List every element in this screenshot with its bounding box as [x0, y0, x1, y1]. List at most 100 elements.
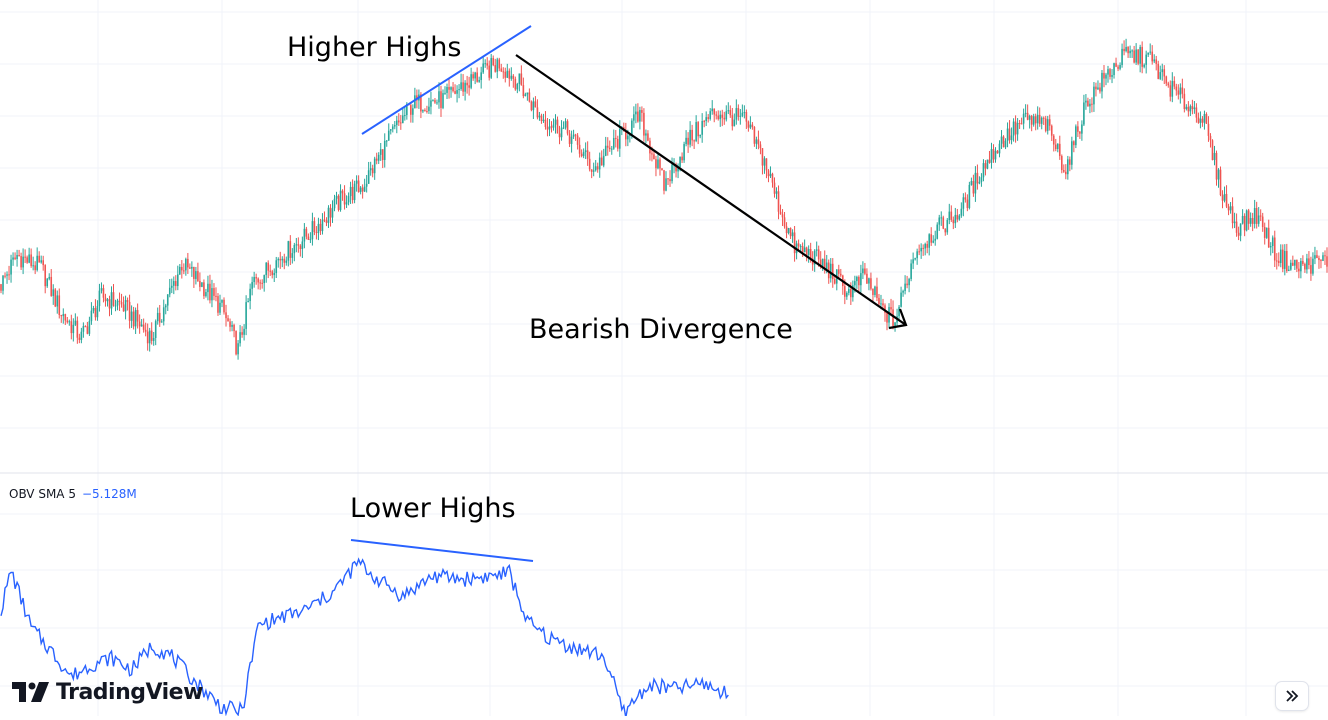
candle: [410, 103, 412, 123]
candle: [944, 228, 947, 236]
candle: [426, 105, 428, 114]
candle: [140, 319, 143, 327]
candle: [166, 294, 169, 312]
tradingview-logo[interactable]: TradingView: [12, 678, 203, 706]
candle: [279, 251, 282, 269]
candle: [170, 278, 173, 294]
candle: [448, 79, 450, 99]
candle: [1141, 41, 1143, 74]
obv-sma-line: [0, 557, 729, 718]
candle: [1229, 202, 1232, 214]
candle: [504, 67, 507, 83]
candle: [213, 283, 215, 301]
candle: [697, 121, 699, 145]
candle: [1288, 265, 1290, 272]
candle: [1046, 115, 1049, 135]
candle: [512, 74, 515, 88]
candle: [299, 244, 302, 257]
candle: [36, 247, 38, 272]
candle: [574, 133, 577, 141]
candle: [1263, 222, 1266, 245]
candle: [1018, 119, 1021, 129]
candle: [76, 316, 79, 344]
candle: [247, 298, 249, 303]
candle: [1075, 124, 1077, 149]
candle: [833, 276, 836, 285]
candle: [920, 243, 922, 259]
candle: [976, 164, 979, 190]
candle: [1173, 76, 1176, 90]
candle: [852, 280, 854, 302]
candle: [1056, 143, 1059, 153]
candle: [596, 162, 599, 173]
candle: [600, 150, 603, 166]
candle: [1253, 199, 1256, 229]
candle: [598, 152, 601, 178]
candle: [283, 253, 286, 270]
candle: [205, 288, 207, 298]
candle: [339, 184, 342, 212]
candle: [146, 323, 149, 351]
candle: [18, 249, 20, 257]
candle: [1016, 118, 1019, 141]
candle: [835, 269, 838, 291]
candle: [653, 150, 655, 160]
candle: [860, 264, 862, 293]
candle: [156, 307, 159, 325]
candle: [610, 145, 613, 155]
candle: [1157, 60, 1160, 80]
candle: [952, 216, 955, 230]
candle: [82, 322, 85, 338]
candle: [864, 262, 866, 276]
candle: [253, 271, 255, 288]
candle: [94, 299, 97, 321]
candle: [1097, 80, 1099, 91]
candle: [207, 275, 209, 301]
candle: [371, 164, 374, 178]
candle: [508, 68, 511, 87]
candle: [1235, 213, 1238, 237]
candle: [377, 152, 380, 164]
candle: [193, 266, 195, 288]
price-candles: [0, 38, 1328, 360]
candle: [705, 111, 707, 127]
candle: [412, 104, 414, 123]
candle: [249, 283, 251, 310]
candle: [1117, 64, 1119, 72]
candle: [215, 287, 217, 302]
scroll-to-realtime-button[interactable]: [1276, 682, 1308, 710]
candle: [474, 71, 476, 85]
candle: [430, 91, 432, 115]
candle: [315, 226, 318, 240]
candle: [341, 189, 344, 201]
candle: [269, 264, 272, 277]
indicator-legend[interactable]: OBV SMA 5 −5.128M: [9, 487, 137, 501]
candle: [152, 332, 155, 346]
candle: [751, 122, 754, 130]
candle: [64, 313, 67, 326]
candle: [275, 256, 278, 279]
candle: [383, 133, 386, 168]
candle: [325, 217, 328, 227]
candle: [737, 104, 740, 121]
candle: [1243, 213, 1246, 237]
candle: [150, 322, 153, 345]
candle: [498, 57, 501, 72]
candle: [916, 248, 918, 265]
candle: [261, 279, 263, 289]
candle: [271, 269, 274, 279]
candle: [982, 159, 985, 182]
candle: [197, 262, 199, 283]
candle: [602, 148, 605, 168]
candle: [1273, 230, 1276, 268]
candle: [162, 299, 165, 326]
candle: [807, 245, 810, 263]
candle: [181, 260, 183, 279]
candle: [490, 53, 493, 79]
candle: [379, 142, 382, 161]
candle: [729, 105, 732, 118]
candle: [176, 265, 179, 291]
candle: [88, 316, 91, 336]
